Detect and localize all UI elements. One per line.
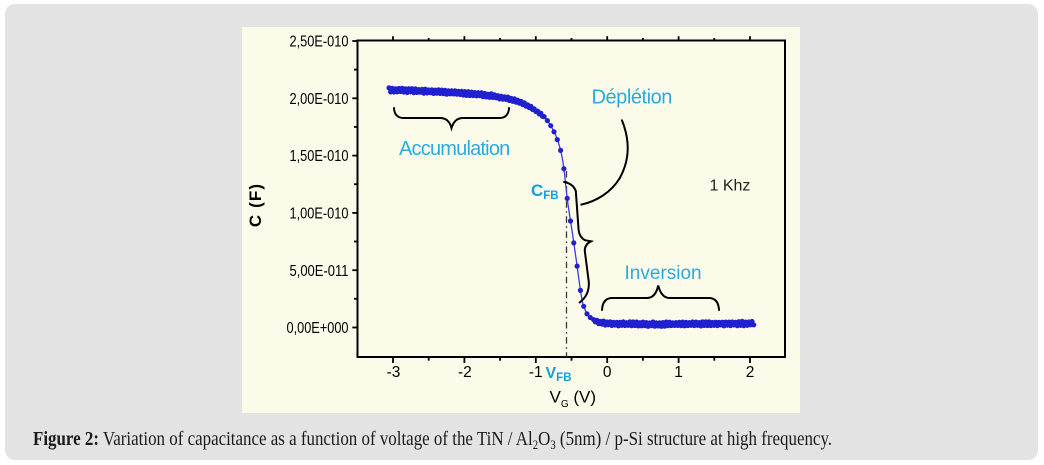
svg-text:C (F): C (F) <box>246 183 265 227</box>
svg-text:Accumulation: Accumulation <box>399 138 509 160</box>
svg-text:Inversion: Inversion <box>625 263 702 284</box>
svg-text:Déplétion: Déplétion <box>592 87 672 109</box>
svg-text:2: 2 <box>746 364 755 381</box>
svg-text:1 Khz: 1 Khz <box>710 178 751 195</box>
svg-text:0,00E+000: 0,00E+000 <box>287 320 349 337</box>
svg-text:-2: -2 <box>458 364 472 381</box>
svg-text:VG (V): VG (V) <box>550 388 597 411</box>
svg-text:2,50E-010: 2,50E-010 <box>290 34 349 51</box>
svg-text:1,00E-010: 1,00E-010 <box>290 206 349 223</box>
svg-text:5,00E-011: 5,00E-011 <box>290 263 349 280</box>
svg-text:1,50E-010: 1,50E-010 <box>290 148 349 165</box>
svg-text:1: 1 <box>674 364 683 381</box>
svg-text:-1: -1 <box>529 364 543 381</box>
svg-text:-3: -3 <box>387 364 401 381</box>
svg-text:VFB: VFB <box>546 365 572 384</box>
svg-text:CFB: CFB <box>531 181 559 202</box>
svg-text:0: 0 <box>603 364 612 381</box>
svg-text:2,00E-010: 2,00E-010 <box>290 91 349 108</box>
